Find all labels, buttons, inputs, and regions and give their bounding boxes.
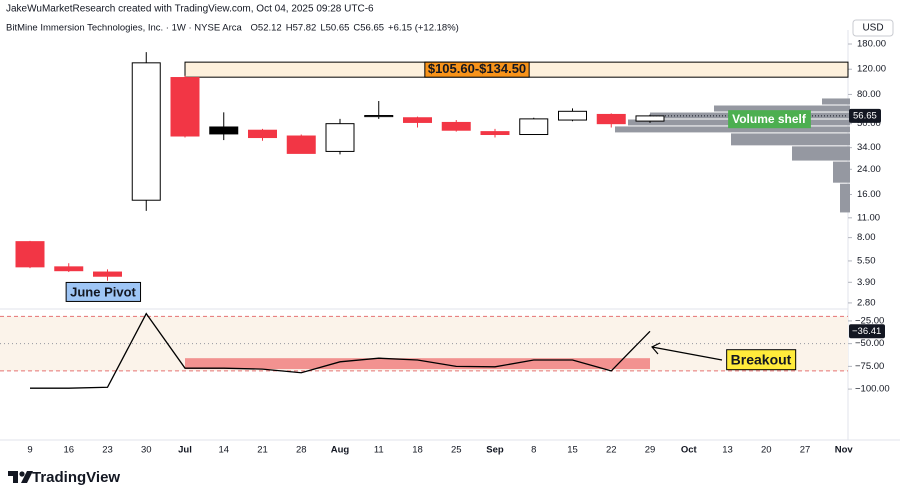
currency-box[interactable] xyxy=(852,19,894,37)
candle-body xyxy=(93,271,122,277)
shelf-label: Volume shelf xyxy=(732,112,807,126)
candle-body xyxy=(635,115,665,122)
x-tick-label: Sep xyxy=(486,445,504,456)
x-tick-label: 25 xyxy=(451,445,462,456)
last-value-box xyxy=(849,324,885,339)
x-tick-label: 21 xyxy=(257,445,268,456)
oscillator-line xyxy=(30,312,651,389)
pivot-label-box xyxy=(65,281,142,302)
candle-body xyxy=(325,123,355,152)
candle-body xyxy=(54,266,84,272)
logo-dot[interactable] xyxy=(19,471,25,477)
x-tick-label: 28 xyxy=(296,445,307,456)
y-tick-label: −50.00 xyxy=(855,338,884,349)
highlight-box xyxy=(185,358,650,370)
last-price: 56.65 xyxy=(853,110,877,121)
ohlc-high: H57.82 xyxy=(286,23,317,34)
candle-body xyxy=(131,62,161,201)
y-tick-label: 24.00 xyxy=(857,164,881,175)
ohlc-low: L50.65 xyxy=(320,23,349,34)
ohlc-open: O52.12 xyxy=(251,23,282,34)
x-tick-label: 9 xyxy=(27,445,32,456)
y-tick-label: 80.00 xyxy=(857,89,881,100)
x-tick-label: 27 xyxy=(800,445,811,456)
volume-profile-bar xyxy=(714,105,850,112)
y-tick-label: 8.00 xyxy=(857,232,876,243)
x-tick-label: Nov xyxy=(835,445,854,456)
candle-body xyxy=(248,129,277,139)
logo[interactable]: TradingView xyxy=(8,469,120,486)
volume-profile-bar xyxy=(840,183,850,213)
x-tick-label: 15 xyxy=(567,445,578,456)
x-tick-label: Oct xyxy=(681,445,698,456)
brand[interactable]: TradingView xyxy=(32,469,120,486)
volume-profile-bar xyxy=(822,98,850,105)
ohlc-close: C56.65 xyxy=(353,23,384,34)
logo-icon[interactable] xyxy=(8,471,33,483)
shelf-label-box xyxy=(728,110,811,129)
candle-body xyxy=(480,131,510,136)
y-tick-label: 34.00 xyxy=(857,142,881,153)
y-tick-label: 16.00 xyxy=(857,189,881,200)
candle-body xyxy=(558,110,587,121)
x-tick-label: 8 xyxy=(531,445,536,456)
candle-body xyxy=(441,121,471,131)
pivot-label: June Pivot xyxy=(70,284,136,299)
volume-profile-bar xyxy=(792,146,850,161)
candle-body xyxy=(15,241,45,268)
x-tick-label: 11 xyxy=(374,445,384,456)
y-tick-label: 11.00 xyxy=(857,212,880,223)
y-tick-label: 180.00 xyxy=(857,39,886,50)
x-tick-label: 16 xyxy=(63,445,74,456)
volume-profile-bar xyxy=(731,133,850,146)
y-tick-label: 120.00 xyxy=(857,64,886,75)
y-tick-label: 50.00 xyxy=(857,118,881,129)
y-tick-label: −100.00 xyxy=(855,384,890,395)
volume-profile-bar xyxy=(833,161,850,183)
breakout-label: Breakout xyxy=(731,352,792,368)
zone-label: $105.60-$134.50 xyxy=(428,61,526,76)
y-tick-label: 5.50 xyxy=(857,255,876,266)
candle-body xyxy=(596,113,626,125)
x-tick-label: 18 xyxy=(412,445,423,456)
candle-body xyxy=(170,77,200,137)
x-tick-label: 23 xyxy=(102,445,113,456)
x-tick-label: Jul xyxy=(178,445,192,456)
x-tick-label: 22 xyxy=(606,445,617,456)
candle-body xyxy=(286,135,316,154)
x-tick-label: 14 xyxy=(218,445,229,456)
volume-profile-bar xyxy=(615,126,850,133)
last-price-box xyxy=(849,108,881,123)
x-tick-label: Aug xyxy=(331,445,350,456)
breakout-label-box xyxy=(726,349,797,371)
zone-label-box xyxy=(424,61,530,78)
x-tick-label: 30 xyxy=(141,445,152,456)
last-value: −36.41 xyxy=(852,326,881,337)
candle-body xyxy=(209,126,239,135)
y-tick-label: −25.00 xyxy=(855,315,884,326)
candle-body xyxy=(403,117,432,123)
x-tick-label: 20 xyxy=(761,445,772,456)
x-tick-label: 29 xyxy=(645,445,656,456)
y-tick-label: 2.80 xyxy=(857,297,876,308)
ohlc-change: +6.15 (+12.18%) xyxy=(388,23,459,34)
candle-body xyxy=(519,118,549,136)
breakout-arrow xyxy=(651,342,723,361)
y-tick-label: 3.90 xyxy=(857,277,876,288)
credit: JakeWuMarketResearch created with Tradin… xyxy=(6,4,374,15)
currency[interactable]: USD xyxy=(862,23,883,34)
symbol: BitMine Immersion Technologies, Inc. · 1… xyxy=(6,23,243,34)
candle-body xyxy=(364,115,394,118)
x-tick-label: 13 xyxy=(722,445,733,456)
y-tick-label: −75.00 xyxy=(855,361,884,372)
